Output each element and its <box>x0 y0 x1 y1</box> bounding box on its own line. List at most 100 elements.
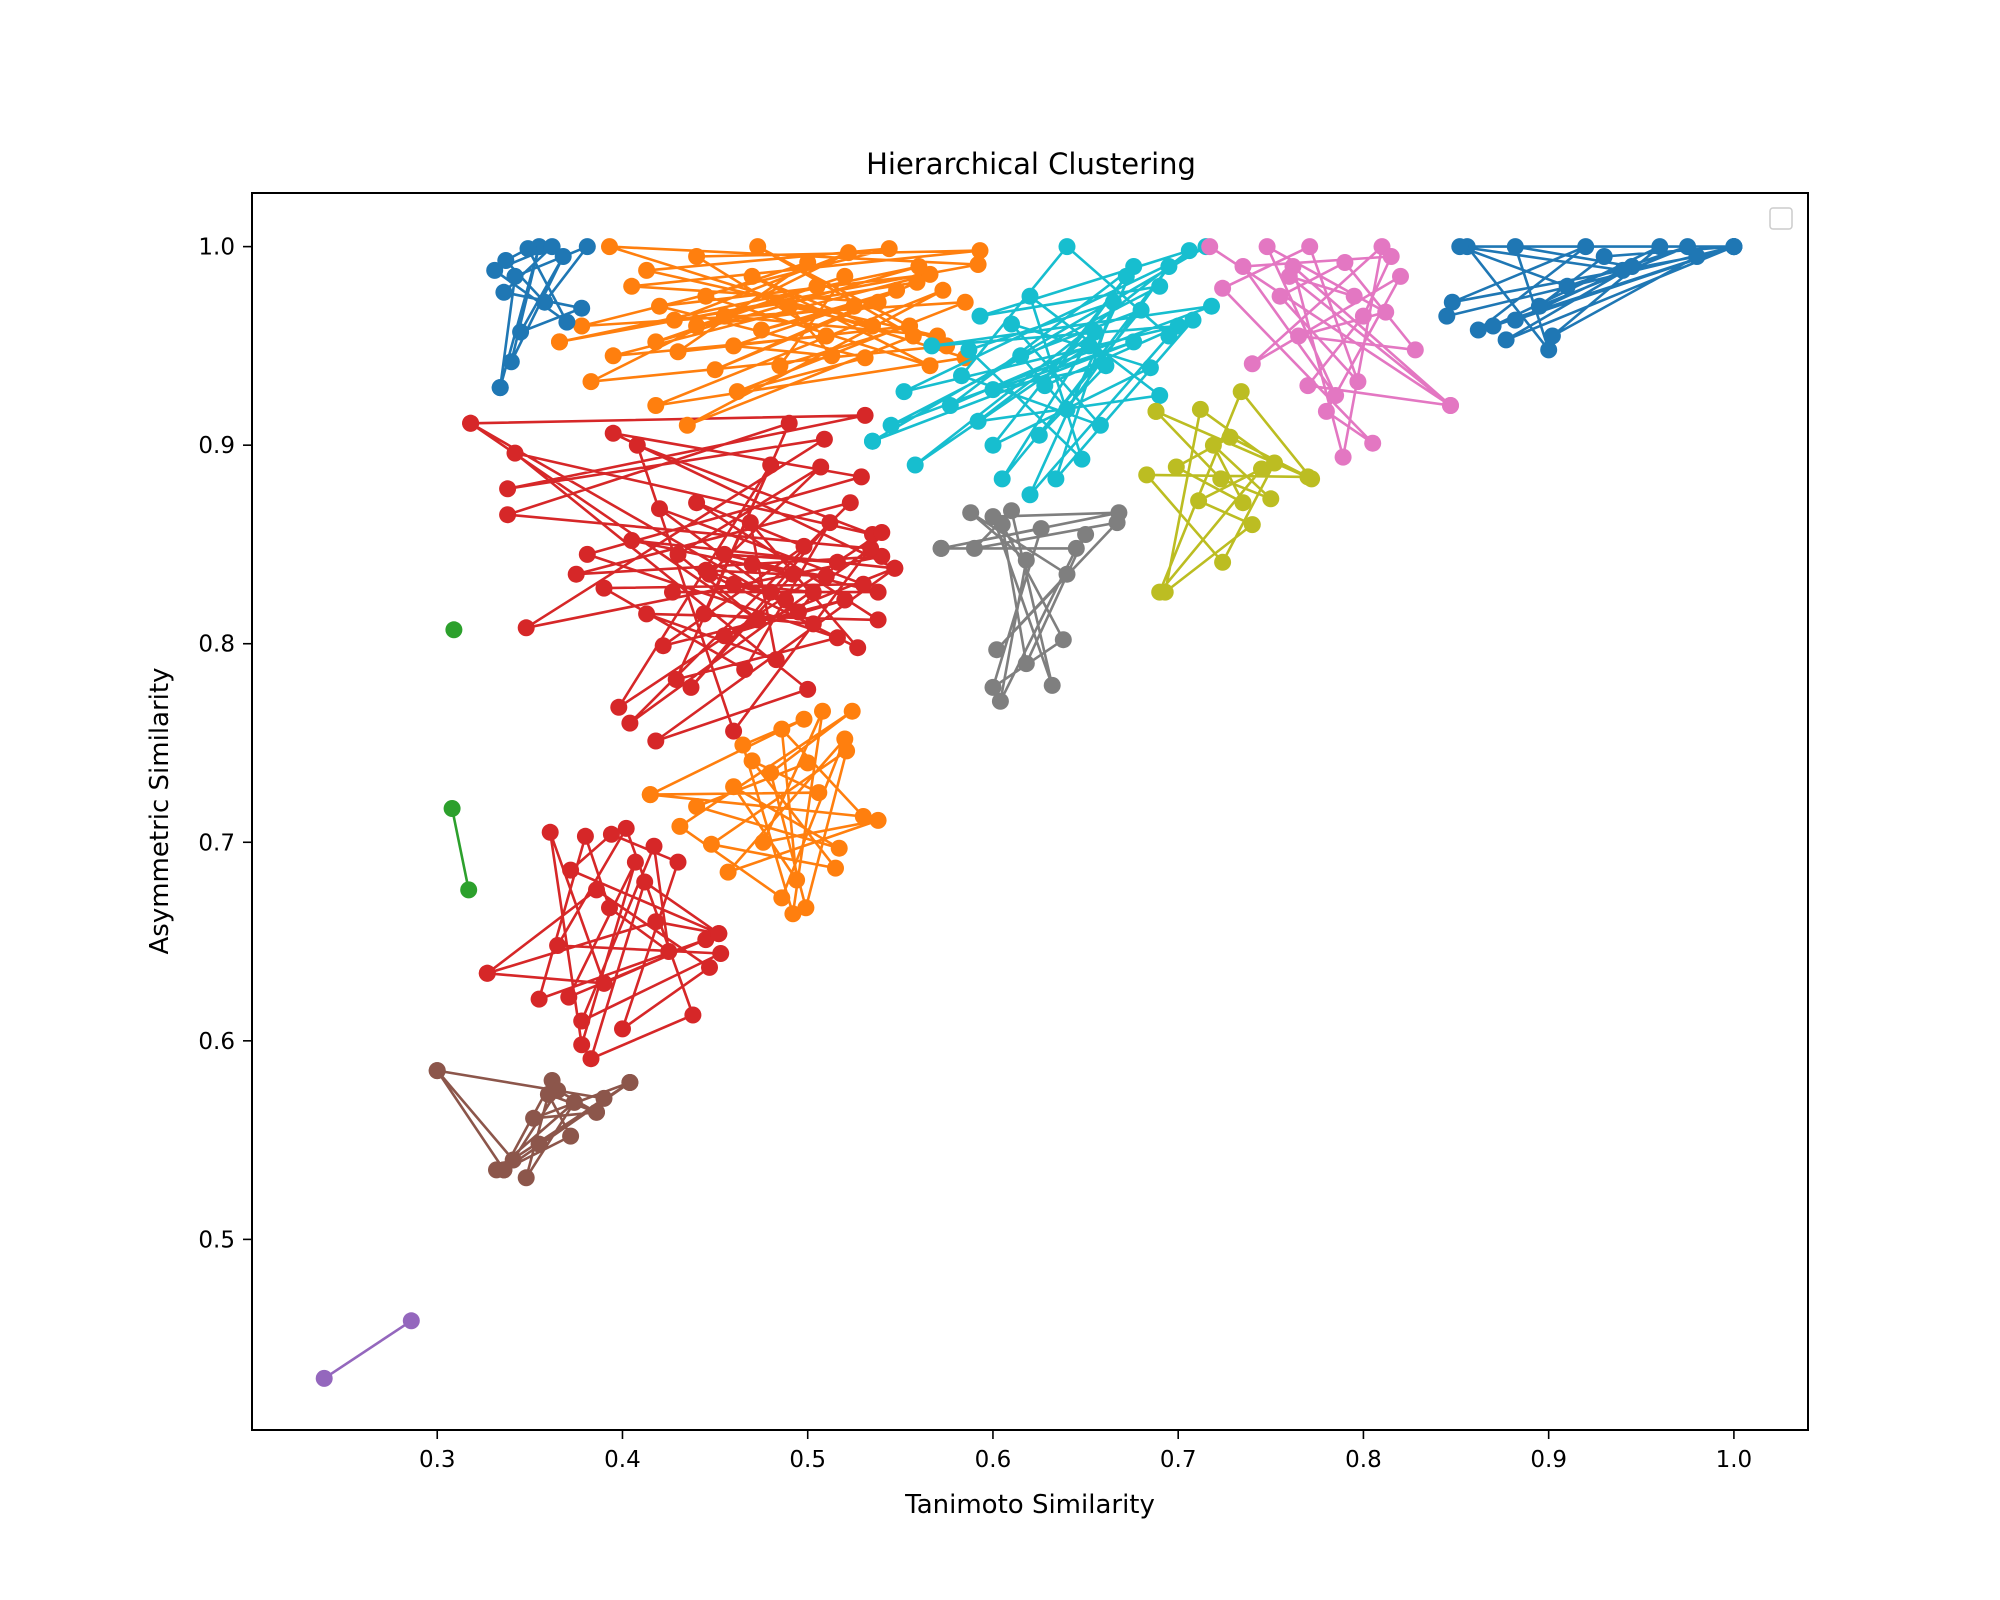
cluster-point <box>784 905 802 923</box>
cluster-point <box>1442 397 1459 414</box>
cluster-point <box>962 504 980 522</box>
cluster-point <box>588 1103 605 1121</box>
cluster-point <box>688 248 706 265</box>
cluster-point <box>1017 655 1035 673</box>
x-tick-label: 0.8 <box>1345 1447 1382 1473</box>
cluster-series <box>1438 238 1743 359</box>
cluster-line <box>493 245 589 388</box>
cluster-point <box>539 1085 557 1103</box>
cluster-series <box>932 502 1128 710</box>
cluster-point <box>651 500 668 518</box>
cluster-point <box>1151 387 1169 404</box>
cluster-point <box>497 252 515 269</box>
cluster-point <box>565 1093 583 1111</box>
cluster-point <box>728 383 746 401</box>
cluster-point <box>743 555 761 573</box>
cluster-point <box>749 611 767 629</box>
cluster-point <box>1266 454 1283 472</box>
x-tick-label: 0.7 <box>1160 1447 1197 1473</box>
cluster-point <box>695 605 713 623</box>
plot-frame <box>251 192 1809 1431</box>
cluster-point <box>712 945 730 962</box>
cluster-point <box>562 861 580 879</box>
cluster-point <box>525 1109 543 1127</box>
cluster-point <box>1336 254 1354 271</box>
cluster-point <box>1091 416 1109 434</box>
cluster-point <box>1190 492 1208 510</box>
cluster-point <box>697 287 715 305</box>
cluster-point <box>1543 327 1561 345</box>
cluster-line <box>1208 245 1452 459</box>
cluster-point <box>664 583 681 601</box>
cluster-point <box>828 553 846 571</box>
cluster-point <box>754 833 772 851</box>
cluster-point <box>443 800 461 817</box>
cluster-point <box>836 591 854 609</box>
cluster-point <box>1156 583 1174 601</box>
cluster-point <box>1003 315 1020 333</box>
cluster-point <box>517 619 535 637</box>
cluster-point <box>1317 402 1335 420</box>
cluster-point <box>1280 267 1298 285</box>
cluster-line <box>1446 245 1736 352</box>
cluster-point <box>762 456 780 474</box>
cluster-point <box>641 786 659 804</box>
cluster-point <box>502 353 520 371</box>
cluster-point <box>856 406 874 424</box>
cluster-point <box>984 436 1002 454</box>
cluster-point <box>1160 258 1178 275</box>
cluster-point <box>1651 238 1669 256</box>
cluster-point <box>1299 468 1317 486</box>
cluster-point <box>562 1127 580 1145</box>
cluster-point <box>1067 539 1085 557</box>
cluster-point <box>1301 238 1319 256</box>
cluster-point <box>1086 323 1104 341</box>
cluster-point <box>715 307 733 325</box>
cluster-point <box>669 853 687 871</box>
cluster-line <box>939 509 1121 703</box>
cluster-point <box>1234 258 1252 275</box>
cluster-point <box>812 458 830 476</box>
cluster-point <box>549 937 567 954</box>
cluster-point <box>773 889 791 907</box>
x-tick-label: 0.9 <box>1530 1447 1567 1473</box>
cluster-point <box>814 702 831 720</box>
cluster-point <box>1058 565 1076 583</box>
cluster-point <box>1253 460 1270 478</box>
cluster-series <box>445 621 463 639</box>
cluster-point <box>1290 327 1308 345</box>
cluster-point <box>604 347 622 365</box>
cluster-point <box>743 752 761 770</box>
cluster-point <box>873 524 891 541</box>
cluster-point <box>669 545 687 563</box>
cluster-point <box>602 825 620 843</box>
y-tick-label: 1.0 <box>198 235 235 261</box>
cluster-point <box>1184 311 1202 329</box>
cluster-point <box>854 808 872 825</box>
cluster-point <box>617 819 635 837</box>
cluster-point <box>1212 470 1230 488</box>
cluster-point <box>1506 238 1524 256</box>
x-axis-label: Tanimoto Similarity <box>904 1490 1155 1520</box>
cluster-point <box>969 256 987 273</box>
cluster-point <box>595 974 613 992</box>
cluster-point <box>1299 377 1317 395</box>
cluster-point <box>799 680 817 698</box>
cluster-series <box>486 238 596 397</box>
cluster-point <box>623 277 641 295</box>
cluster-point <box>736 661 754 678</box>
cluster-point <box>638 605 656 623</box>
cluster-point <box>1108 514 1126 532</box>
cluster-point <box>499 506 517 524</box>
cluster-point <box>601 238 618 256</box>
y-axis: 0.5 0.6 0.7 0.8 0.9 1.0 <box>198 235 252 1253</box>
cluster-point <box>1058 400 1076 418</box>
cluster-point <box>715 627 733 645</box>
cluster-series <box>864 238 1220 504</box>
cluster-point <box>1438 307 1456 325</box>
cluster-point <box>506 267 524 285</box>
cluster-point <box>1054 631 1072 649</box>
cluster-point <box>491 379 509 397</box>
cluster-point <box>623 532 641 549</box>
cluster-point <box>560 988 578 1006</box>
